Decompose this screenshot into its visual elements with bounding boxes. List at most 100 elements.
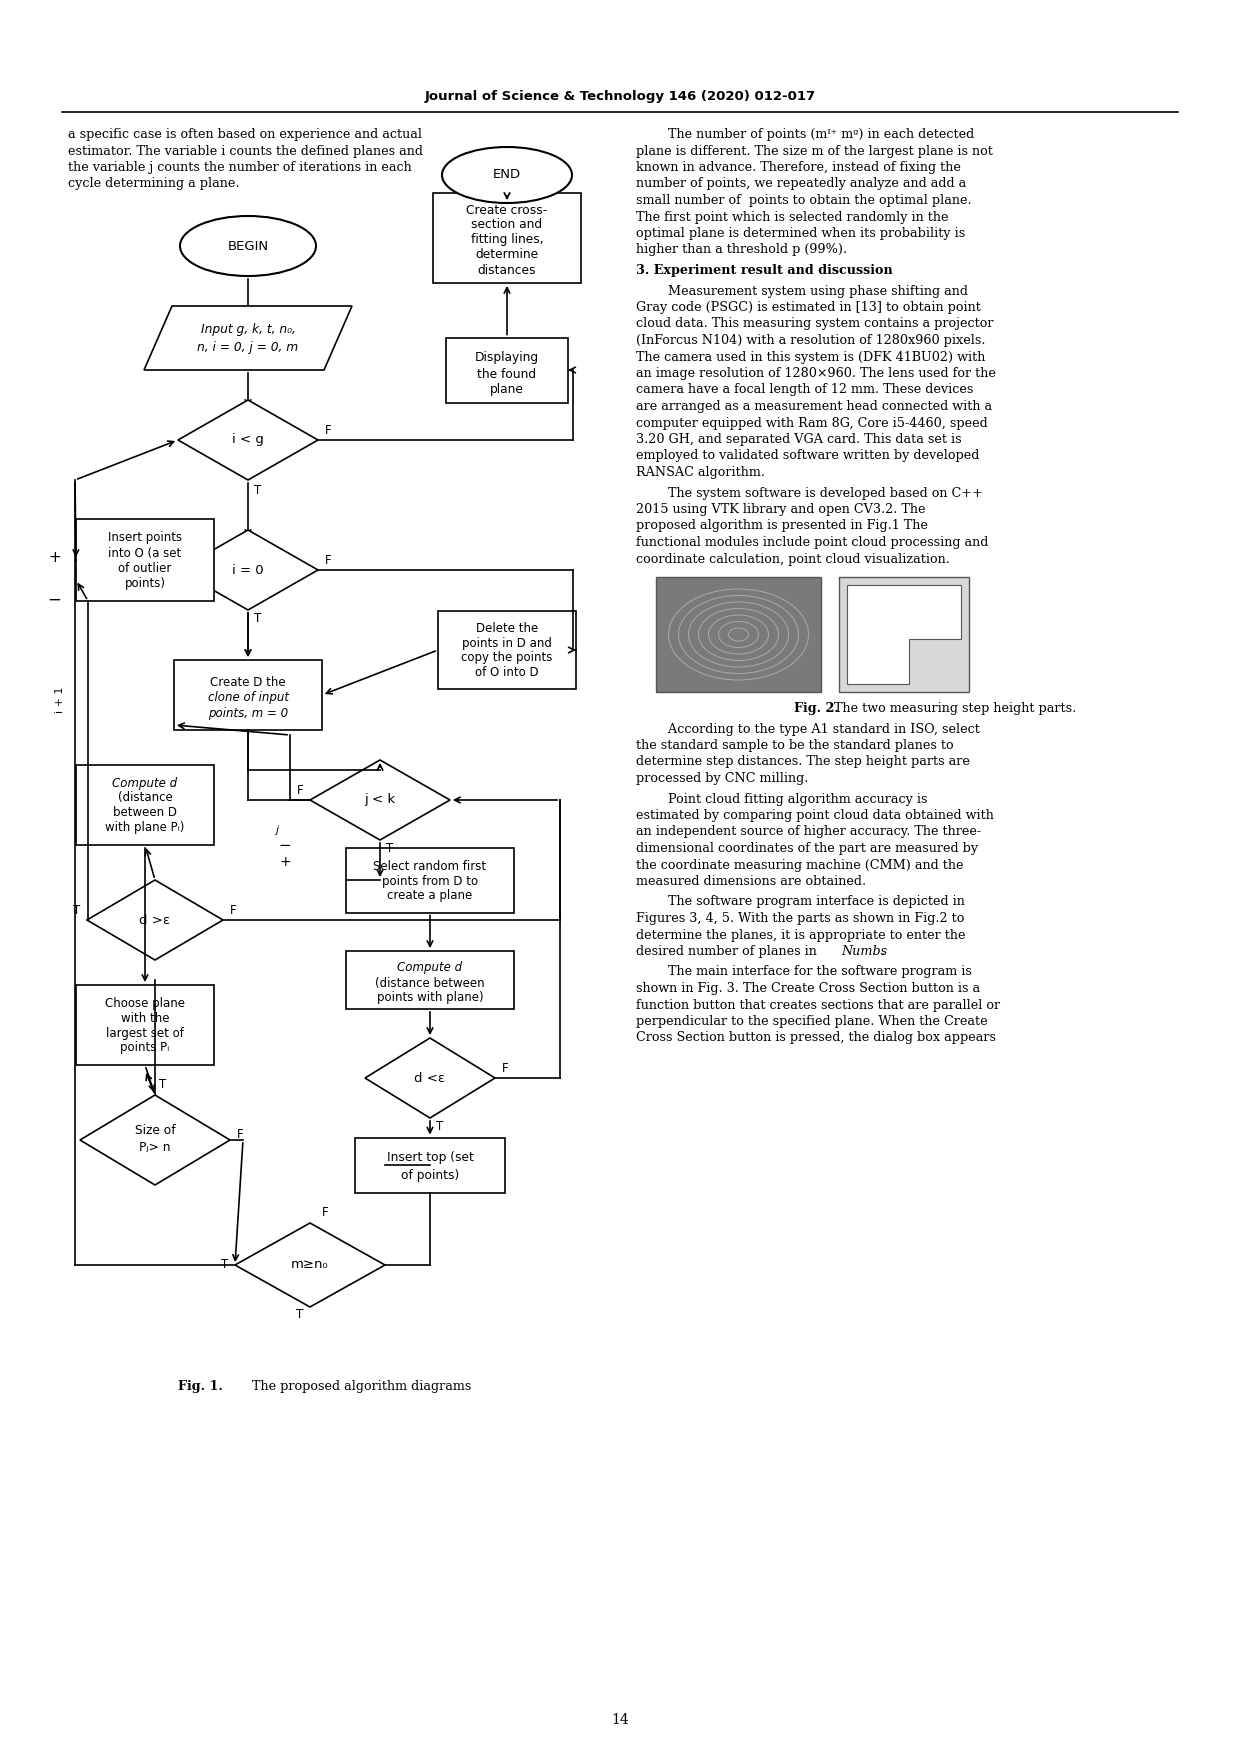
Text: points in D and: points in D and — [463, 637, 552, 649]
Text: the variable ​j​ counts the number of iterations in each: the variable ​j​ counts the number of it… — [68, 161, 412, 174]
Text: BEGIN: BEGIN — [227, 240, 269, 253]
Text: number of points, we repeatedly analyze and add a: number of points, we repeatedly analyze … — [636, 177, 966, 191]
Polygon shape — [310, 759, 450, 840]
Text: of points): of points) — [401, 1168, 459, 1182]
Bar — [438, 610, 577, 689]
Bar — [446, 337, 568, 402]
Bar — [346, 847, 515, 912]
Text: measured dimensions are obtained.: measured dimensions are obtained. — [636, 875, 866, 888]
Text: perpendicular to the specified plane. When the Create: perpendicular to the specified plane. Wh… — [636, 1016, 987, 1028]
Bar — [355, 1138, 505, 1193]
Text: proposed algorithm is presented in Fig.1 The: proposed algorithm is presented in Fig.1… — [636, 519, 928, 533]
Text: RANSAC algorithm.: RANSAC algorithm. — [636, 467, 765, 479]
Text: points, m = 0: points, m = 0 — [208, 707, 288, 719]
Text: T: T — [73, 903, 81, 917]
Text: Create D the: Create D the — [211, 677, 285, 689]
Text: processed by CNC milling.: processed by CNC milling. — [636, 772, 808, 786]
Text: Create cross-: Create cross- — [466, 203, 548, 216]
Text: m≥n₀: m≥n₀ — [291, 1259, 329, 1272]
Text: estimator. The variable ​i​ counts the defined planes and: estimator. The variable ​i​ counts the d… — [68, 144, 423, 158]
Text: 3. Experiment result and discussion: 3. Experiment result and discussion — [636, 265, 893, 277]
Text: (distance between: (distance between — [376, 977, 485, 989]
Text: section and: section and — [471, 219, 543, 232]
Text: dimensional coordinates of the part are measured by: dimensional coordinates of the part are … — [636, 842, 978, 854]
Bar — [76, 986, 215, 1065]
Text: (distance: (distance — [118, 791, 172, 805]
Text: of O into D: of O into D — [475, 667, 539, 679]
Text: an independent source of higher accuracy. The three-: an independent source of higher accuracy… — [636, 826, 981, 838]
Text: are arranged as a measurement head connected with a: are arranged as a measurement head conne… — [636, 400, 992, 412]
Text: F: F — [296, 784, 304, 796]
Ellipse shape — [441, 147, 572, 203]
Text: F: F — [325, 554, 331, 567]
Bar — [346, 951, 515, 1009]
Text: F: F — [321, 1207, 329, 1219]
Text: The proposed algorithm diagrams: The proposed algorithm diagrams — [248, 1380, 471, 1393]
Text: points from D to: points from D to — [382, 875, 479, 888]
Text: T: T — [436, 1119, 444, 1133]
Text: (InForcus N104) with a resolution of 1280x960 pixels.: (InForcus N104) with a resolution of 128… — [636, 333, 986, 347]
Text: The system software is developed based on C++: The system software is developed based o… — [636, 486, 983, 500]
Text: Delete the: Delete the — [476, 621, 538, 635]
Polygon shape — [87, 881, 223, 959]
Text: −: − — [47, 591, 61, 609]
Text: END: END — [494, 168, 521, 181]
Text: employed to validated software written by developed: employed to validated software written b… — [636, 449, 980, 463]
Bar — [76, 519, 215, 602]
Text: Insert top (set: Insert top (set — [387, 1151, 474, 1163]
Text: .: . — [880, 945, 885, 958]
Text: T: T — [254, 612, 262, 624]
Text: The two measuring step height parts.: The two measuring step height parts. — [831, 702, 1076, 716]
Text: 2015 using VTK library and open CV3.2. The: 2015 using VTK library and open CV3.2. T… — [636, 503, 925, 516]
Text: Displaying: Displaying — [475, 351, 539, 365]
Text: 3.20 GH, and separated VGA card. This data set is: 3.20 GH, and separated VGA card. This da… — [636, 433, 962, 446]
Text: desired number of planes in: desired number of planes in — [636, 945, 821, 958]
Text: Compute d: Compute d — [113, 777, 177, 789]
Text: an image resolution of 1280×960. The lens used for the: an image resolution of 1280×960. The len… — [636, 367, 996, 381]
Text: Fig. 2.: Fig. 2. — [795, 702, 839, 716]
Text: n, i = 0, j = 0, m: n, i = 0, j = 0, m — [197, 342, 299, 354]
Bar — [174, 660, 322, 730]
Text: T: T — [160, 1079, 166, 1091]
Text: Pⱼ> n: Pⱼ> n — [139, 1142, 171, 1154]
Text: coordinate calculation, point cloud visualization.: coordinate calculation, point cloud visu… — [636, 553, 950, 565]
Text: Figures 3, 4, 5. With the parts as shown in Fig.2 to: Figures 3, 4, 5. With the parts as shown… — [636, 912, 965, 924]
Text: Journal of Science & Technology 146 (2020) 012-017: Journal of Science & Technology 146 (202… — [424, 89, 816, 103]
Text: shown in Fig. 3. The Create Cross Section button is a: shown in Fig. 3. The Create Cross Sectio… — [636, 982, 980, 995]
Text: plane: plane — [490, 384, 525, 396]
Text: points with plane): points with plane) — [377, 991, 484, 1005]
Text: functional modules include point cloud processing and: functional modules include point cloud p… — [636, 537, 988, 549]
Text: cloud data. This measuring system contains a projector: cloud data. This measuring system contai… — [636, 317, 993, 330]
Polygon shape — [179, 400, 317, 481]
Polygon shape — [179, 530, 317, 610]
Text: determine the planes, it is appropriate to enter the: determine the planes, it is appropriate … — [636, 928, 966, 942]
Text: T: T — [222, 1259, 228, 1272]
Text: Numbs: Numbs — [841, 945, 887, 958]
Text: cycle determining a plane.: cycle determining a plane. — [68, 177, 239, 191]
Text: copy the points: copy the points — [461, 651, 553, 665]
Text: the standard sample to be the standard planes to: the standard sample to be the standard p… — [636, 738, 954, 752]
Text: determine: determine — [475, 249, 538, 261]
Text: optimal plane is determined when its probability is: optimal plane is determined when its pro… — [636, 226, 965, 240]
Text: −: − — [279, 837, 291, 852]
Text: Insert points: Insert points — [108, 531, 182, 544]
Text: +: + — [279, 854, 291, 868]
Text: small number of  points to obtain the optimal plane.: small number of points to obtain the opt… — [636, 195, 972, 207]
Text: Gray code (PSGC) is estimated in [13] to obtain point: Gray code (PSGC) is estimated in [13] to… — [636, 302, 981, 314]
Text: The number of points (mᴵ⁺ mᵍ) in each detected: The number of points (mᴵ⁺ mᵍ) in each de… — [636, 128, 975, 140]
Text: clone of input: clone of input — [207, 691, 289, 705]
Text: into O (a set: into O (a set — [108, 547, 181, 560]
Text: The software program interface is depicted in: The software program interface is depict… — [636, 896, 965, 909]
Polygon shape — [144, 305, 352, 370]
Text: a specific case is often based on experience and actual: a specific case is often based on experi… — [68, 128, 422, 140]
Text: the found: the found — [477, 368, 537, 381]
Text: plane is different. The size m of the largest plane is not: plane is different. The size m of the la… — [636, 144, 993, 158]
Text: camera have a focal length of 12 mm. These devices: camera have a focal length of 12 mm. The… — [636, 384, 973, 396]
Text: 14: 14 — [611, 1714, 629, 1728]
Text: F: F — [502, 1061, 508, 1075]
Text: The first point which is selected randomly in the: The first point which is selected random… — [636, 210, 949, 223]
Text: F: F — [237, 1128, 243, 1142]
Text: Measurement system using phase shifting and: Measurement system using phase shifting … — [636, 284, 968, 298]
Bar — [656, 577, 821, 693]
Text: d <ε: d <ε — [414, 1072, 445, 1084]
